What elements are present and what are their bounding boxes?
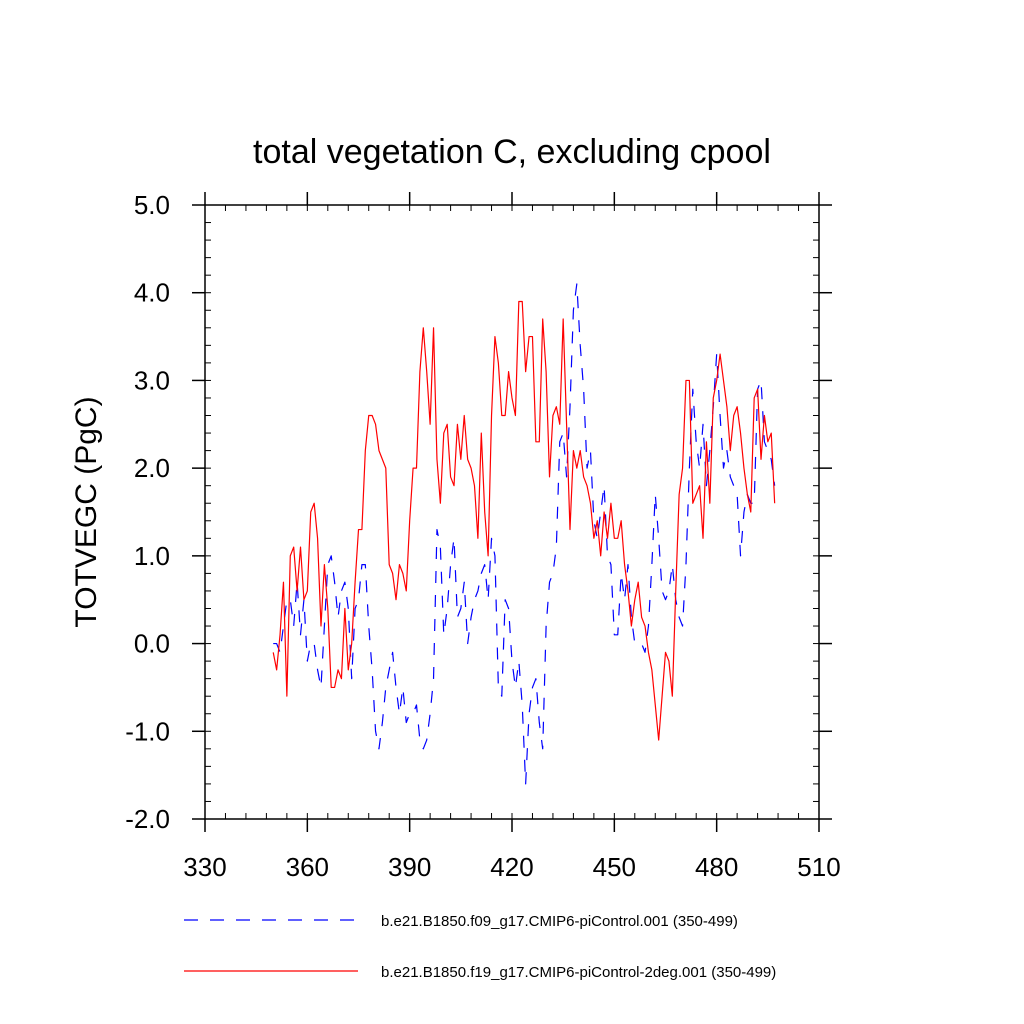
series-line-1 [273,283,776,785]
x-tick-label: 480 [695,852,738,882]
y-tick-label: 4.0 [134,278,170,308]
legend-label-1: b.e21.B1850.f09_g17.CMIP6-piControl.001 … [381,913,738,930]
y-tick-label: 5.0 [134,190,170,220]
x-tick-label: 360 [286,852,329,882]
y-tick-label: 3.0 [134,365,170,395]
plot-frame [204,204,820,820]
x-tick-label: 420 [490,852,533,882]
minor-ticks [204,204,820,820]
major-ticks [192,192,832,832]
chart-title: total vegetation C, excluding cpool [253,133,771,171]
y-tick-label: -1.0 [125,716,170,746]
legend: b.e21.B1850.f09_g17.CMIP6-piControl.001 … [184,913,776,981]
series-line-2 [272,300,776,741]
y-axis-label: TOTVEGC (PgC) [70,396,103,627]
tick-labels: 330 360 390 420 450 480 510 -2.0 -1.0 0.0 1.0 2.0 3.… [125,190,841,882]
legend-label-2: b.e21.B1850.f19_g17.CMIP6-piControl-2deg… [381,964,776,981]
x-tick-label: 450 [593,852,636,882]
y-tick-label: 0.0 [134,629,170,659]
x-tick-label: 510 [797,852,840,882]
y-tick-label: -2.0 [125,804,170,834]
x-tick-label: 390 [388,852,431,882]
y-tick-label: 1.0 [134,541,170,571]
x-tick-label: 330 [183,852,226,882]
y-tick-label: 2.0 [134,453,170,483]
series-lines [272,283,776,785]
